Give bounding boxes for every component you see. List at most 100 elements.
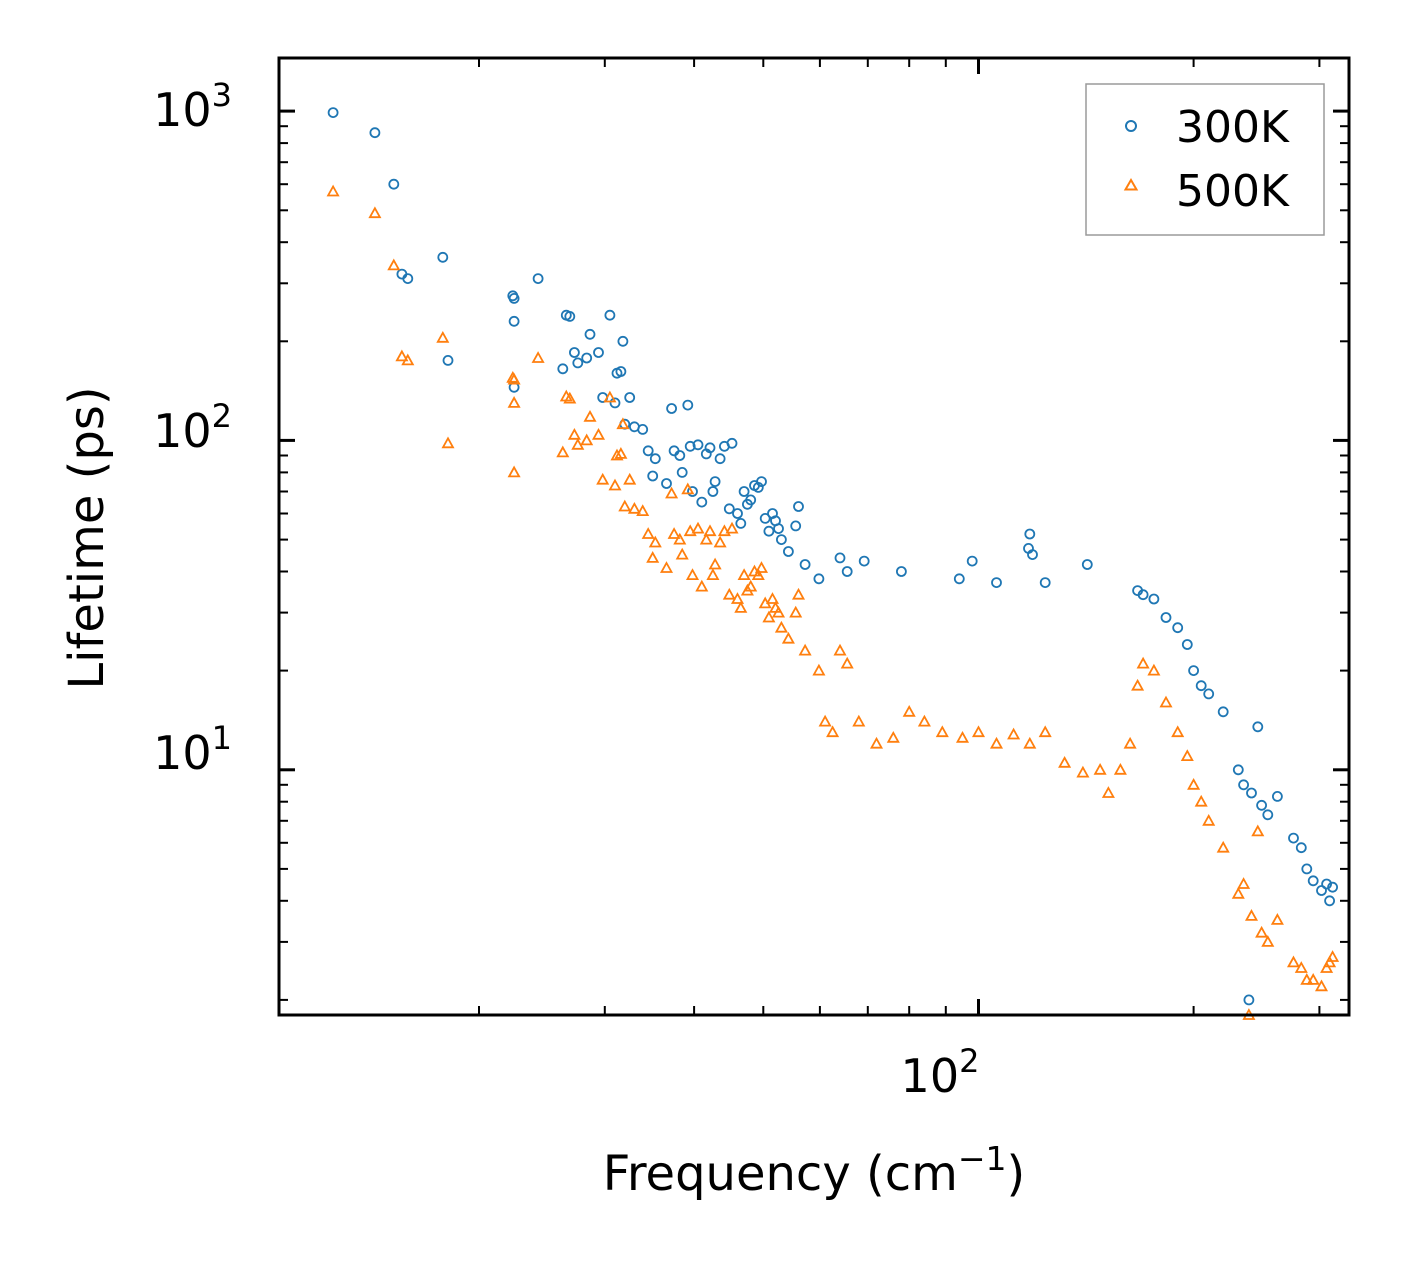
data-point-300k-47 [714,453,726,465]
data-point-300k-23 [617,335,629,347]
data-point-300k-106 [1327,881,1338,893]
data-point-500k-61 [765,592,780,604]
data-point-300k-44 [704,442,716,454]
data-point-500k-104 [1244,909,1259,921]
data-point-500k-75 [869,736,884,749]
data-point-500k-77 [902,704,916,717]
legend-label-500k: 500K [1176,166,1290,217]
data-point-500k-86 [1058,755,1072,768]
data-point-500k-49 [722,587,736,600]
data-point-300k-53 [738,486,750,497]
data-point-300k-84 [1148,593,1160,605]
data-point-300k-32 [649,453,661,465]
data-point-300k-77 [1024,528,1036,540]
data-point-500k-4 [401,353,415,366]
data-point-300k-93 [1238,779,1249,791]
data-point-300k-80 [1039,577,1051,588]
data-point-300k-97 [1262,809,1274,821]
data-point-500k-41 [691,521,705,534]
data-point-300k-89 [1195,680,1207,692]
data-point-300k-46 [709,476,721,488]
data-point-500k-72 [818,714,832,727]
data-point-500k-40 [685,568,700,580]
data-point-300k-90 [1203,688,1215,700]
data-point-500k-84 [1023,736,1037,749]
legend-label-300k: 300K [1176,102,1290,153]
data-point-500k-29 [636,504,650,516]
data-point-300k-102 [1307,875,1319,887]
data-point-300k-107 [1243,994,1255,1006]
data-point-300k-55 [745,494,757,506]
data-point-300k-13 [564,310,576,322]
data-point-300k-8 [508,292,520,304]
data-point-500k-110 [1294,961,1308,973]
data-point-300k-63 [773,523,784,534]
data-point-300k-75 [966,555,978,567]
data-point-300k-67 [793,501,804,512]
data-point-500k-15 [567,427,581,440]
data-point-500k-26 [623,472,637,485]
data-point-300k-79 [1027,549,1038,560]
data-point-500k-21 [610,448,624,461]
data-point-500k-19 [591,427,606,440]
data-point-300k-38 [682,399,694,411]
data-point-300k-29 [637,423,649,435]
legend-box [1085,83,1325,236]
data-point-300k-11 [532,273,544,285]
x-axis-label: Frequency (cm−1) [603,1139,1026,1202]
data-point-500k-80 [955,730,970,743]
data-point-500k-103 [1237,877,1251,889]
data-point-500k-90 [1113,762,1127,775]
legend: 300K 500K [1085,83,1325,236]
x-tick-label-100: 102 [901,1042,980,1103]
data-point-300k-87 [1181,639,1193,650]
data-point-300k-73 [896,566,907,577]
data-point-300k-51 [732,508,743,519]
data-point-300k-5 [437,251,449,263]
data-point-500k-65 [781,631,795,644]
data-point-300k-85 [1160,612,1172,623]
y-tick-label-10: 101 [153,719,232,780]
data-point-300k-31 [647,470,659,482]
data-point-300k-4 [402,273,414,285]
data-point-500k-16 [571,437,585,450]
data-point-500k-113 [1314,979,1329,992]
data-point-500k-45 [706,568,720,580]
data-point-300k-41 [692,439,704,451]
data-point-300k-45 [707,486,719,497]
data-point-500k-11 [531,351,545,363]
data-point-500k-89 [1101,786,1115,798]
data-point-500k-1 [368,206,382,219]
data-point-300k-14 [557,363,569,375]
data-point-500k-78 [917,714,931,727]
data-point-300k-59 [759,513,771,524]
data-point-300k-9 [508,315,520,327]
data-point-500k-81 [971,725,986,738]
data-point-300k-58 [756,476,767,488]
data-point-500k-107 [1261,935,1275,947]
data-point-500k-93 [1136,656,1150,669]
data-point-500k-30 [641,527,655,539]
data-point-500k-114 [1320,961,1334,973]
data-point-500k-9 [507,396,521,408]
data-point-500k-101 [1216,840,1230,853]
data-point-500k-79 [935,725,949,738]
data-point-300k-6 [442,354,454,366]
data-point-300k-19 [593,347,604,358]
data-point-500k-74 [852,714,866,727]
data-point-300k-86 [1172,622,1184,634]
data-point-300k-0 [327,107,339,118]
data-point-500k-87 [1076,765,1090,778]
data-point-500k-108 [1270,913,1284,925]
data-point-500k-42 [695,579,709,592]
legend-marker-300k [1125,120,1137,132]
data-point-500k-24 [596,472,610,485]
data-point-500k-35 [667,527,681,539]
data-point-500k-71 [840,656,854,669]
data-point-300k-49 [723,503,735,515]
data-point-500k-85 [1038,725,1052,738]
data-point-500k-50 [725,521,739,534]
data-point-300k-37 [676,466,688,478]
data-point-300k-104 [1321,878,1332,890]
data-point-300k-42 [696,496,708,508]
